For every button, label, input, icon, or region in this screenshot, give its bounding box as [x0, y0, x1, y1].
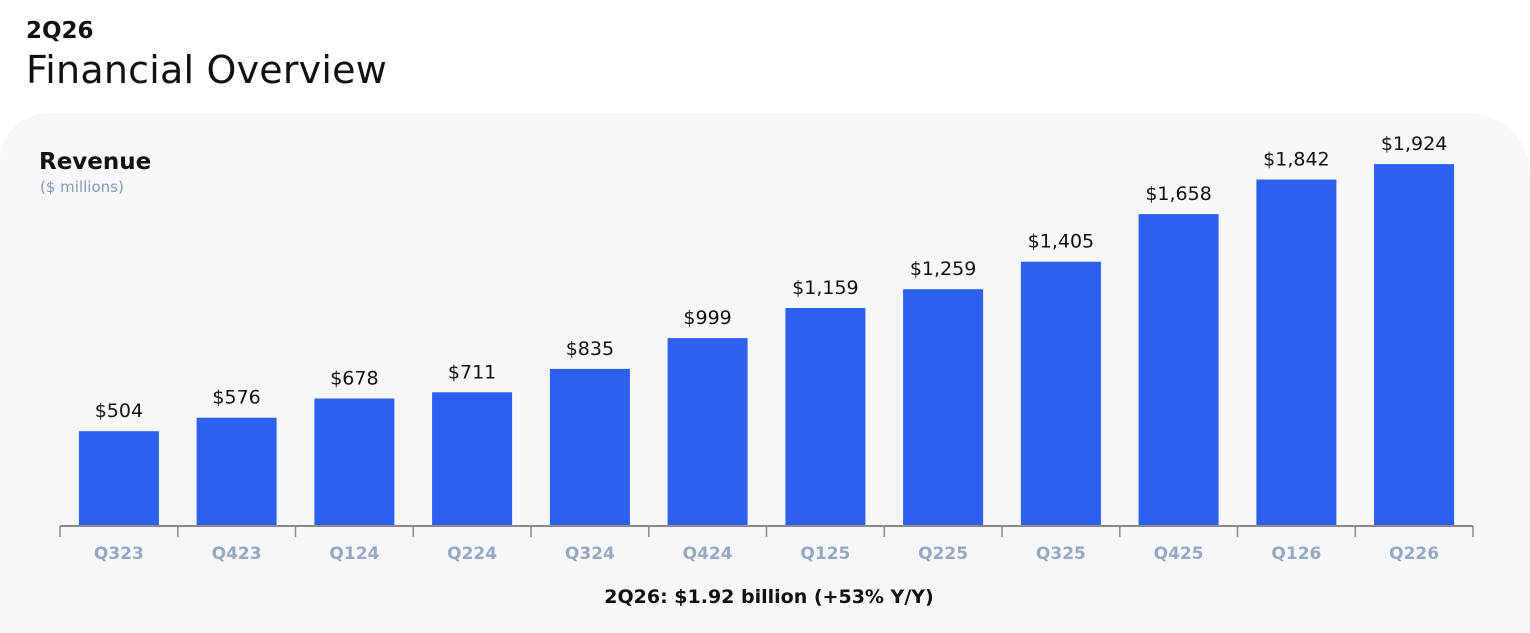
data-label-q225: $1,259	[910, 258, 976, 280]
data-label-q324: $835	[566, 338, 614, 360]
bar-q225	[903, 289, 984, 526]
x-tick-label-q225: Q225	[918, 544, 968, 564]
chart-title: Revenue	[39, 149, 151, 175]
x-tick-label-q126: Q126	[1271, 544, 1321, 564]
x-tick-label-q226: Q226	[1389, 544, 1439, 564]
data-label-q126: $1,842	[1263, 149, 1329, 171]
bar-q323	[78, 431, 159, 526]
data-label-q325: $1,405	[1028, 231, 1094, 253]
x-tick-label-q325: Q325	[1036, 544, 1086, 564]
revenue-bar-chart: Revenue ($ millions) $504 $576 $678 $711 $83…	[39, 133, 1474, 608]
bar-q423	[196, 417, 277, 526]
chart-panel: Revenue ($ millions) $504 $576 $678 $711 $83…	[0, 113, 1530, 633]
data-label-q124: $678	[330, 368, 378, 390]
data-label-q224: $711	[448, 361, 496, 383]
x-tick-label-q425: Q425	[1154, 544, 1204, 564]
bar-q324	[549, 368, 630, 526]
bar-q224	[432, 392, 513, 526]
bar-q424	[667, 338, 748, 526]
x-tick-label-q224: Q224	[447, 544, 497, 564]
data-label-q424: $999	[683, 307, 731, 329]
data-label-q423: $576	[212, 387, 260, 409]
x-tick-label-q125: Q125	[800, 544, 850, 564]
bars-group: $504 $576 $678 $711 $835 $999 $1,159 $1,259 $1,4…	[78, 133, 1455, 526]
x-tick-label-q424: Q424	[683, 544, 733, 564]
data-label-q323: $504	[95, 400, 143, 422]
x-tick-label-q124: Q124	[329, 544, 379, 564]
x-axis: Q323 Q423 Q124 Q224 Q324 Q424 Q125 Q225 Q325 Q425…	[59, 525, 1474, 564]
data-label-q125: $1,159	[792, 277, 858, 299]
data-label-q226: $1,924	[1381, 133, 1447, 155]
x-tick-label-q323: Q323	[94, 544, 144, 564]
data-label-q425: $1,658	[1145, 183, 1211, 205]
x-tick-label-q324: Q324	[565, 544, 615, 564]
page-kicker: 2Q26	[26, 18, 94, 44]
bar-q125	[785, 308, 866, 526]
page-title: Financial Overview	[26, 48, 387, 92]
x-tick-label-q423: Q423	[212, 544, 262, 564]
bar-q325	[1020, 261, 1101, 526]
chart-subtitle: ($ millions)	[40, 178, 124, 196]
bar-q124	[314, 398, 395, 526]
bar-q126	[1256, 179, 1337, 526]
bar-q425	[1138, 214, 1219, 526]
bar-q226	[1374, 164, 1455, 526]
chart-footnote: 2Q26: $1.92 billion (+53% Y/Y)	[604, 586, 933, 608]
